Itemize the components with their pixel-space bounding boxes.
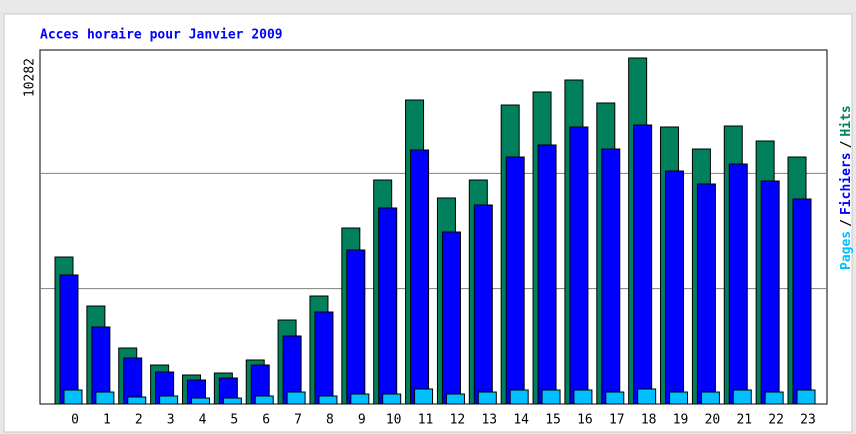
legend-entry: Hits [839,105,854,136]
x-tick-label: 22 [768,413,784,428]
bar [569,126,589,405]
bar [732,389,752,405]
x-tick-label: 3 [167,413,175,428]
bar [605,391,625,405]
x-tick-label: 14 [513,413,529,428]
bar [573,389,593,405]
bar [59,274,79,405]
bar [537,144,557,405]
x-tick-label: 18 [641,413,657,428]
x-tick-label: 12 [450,413,466,428]
legend-separator: / [839,219,854,227]
legend-separator: / [839,140,854,148]
bar [95,391,115,405]
bar [509,389,529,405]
x-tick-label: 2 [135,413,143,428]
bar [473,204,493,405]
bar [477,391,497,405]
x-tick-label: 11 [418,413,434,428]
bar [696,183,716,405]
x-tick-label: 21 [736,413,752,428]
bar [633,124,653,405]
bar [350,393,370,405]
x-tick-label: 1 [103,413,111,428]
bar [669,391,689,405]
bar [410,149,430,405]
x-tick-label: 6 [262,413,270,428]
x-tick-label: 4 [199,413,207,428]
bar [414,388,434,405]
x-tick-label: 17 [609,413,625,428]
bar [760,180,780,405]
x-tick-label: 7 [294,413,302,428]
bar [318,395,338,405]
bar [382,393,402,405]
bar [445,393,465,405]
bar [159,395,179,405]
x-tick-label: 8 [326,413,334,428]
x-tick-label: 23 [800,413,816,428]
bar [222,397,242,405]
bar [190,397,210,405]
bar [764,391,784,405]
bar [346,249,366,405]
x-tick-label: 16 [577,413,593,428]
x-tick-label: 5 [230,413,238,428]
x-tick-label: 0 [71,413,79,428]
y-tick-label: 10282 [23,58,38,97]
bar [127,396,147,405]
bar [796,389,816,405]
legend: Pages / Fichiers / Hits [839,105,854,270]
bar [286,391,306,405]
bar [441,231,461,405]
bar [63,389,83,405]
x-tick-label: 15 [545,413,561,428]
bar [505,156,525,405]
x-tick-label: 13 [481,413,497,428]
bar [665,170,685,405]
chart-title: Acces horaire pour Janvier 2009 [40,28,283,43]
bar [378,207,398,405]
x-tick-label: 20 [705,413,721,428]
x-tick-label: 19 [673,413,689,428]
bar [541,389,561,405]
bar [637,388,657,405]
legend-entry: Pages [839,231,854,270]
x-tick-label: 10 [386,413,402,428]
bar [792,198,812,405]
bar [700,391,720,405]
x-tick-label: 9 [358,413,366,428]
bar [601,148,621,405]
bar [254,395,274,405]
bar [728,163,748,405]
bar [314,311,334,405]
legend-entry: Fichiers [839,152,854,215]
